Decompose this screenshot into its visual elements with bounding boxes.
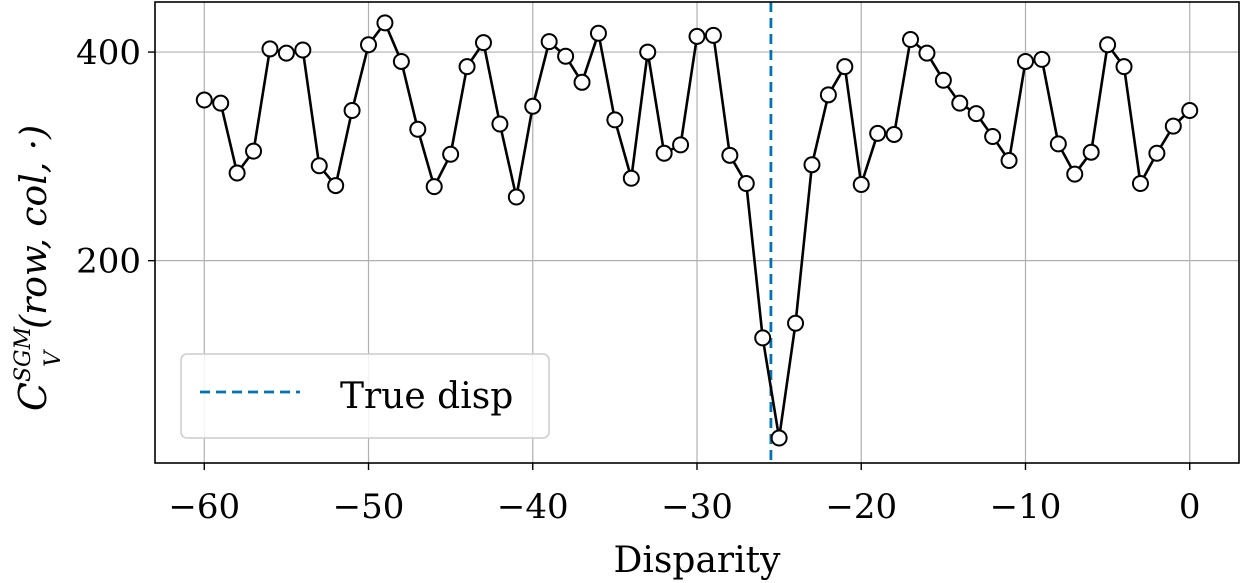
data-point <box>754 329 772 347</box>
data-point <box>195 91 213 109</box>
axis-ticks: −60 −50 −40 −30 −20 −10 0 200 400 <box>76 33 1200 527</box>
data-point <box>1148 144 1166 162</box>
data-point <box>606 111 624 129</box>
data-point <box>573 73 591 91</box>
data-point <box>787 314 805 332</box>
y-tick-label: 200 <box>76 242 141 282</box>
data-point <box>277 44 295 62</box>
y-axis-label-args: (row, col, ·) <box>14 125 55 329</box>
data-point <box>343 101 361 119</box>
data-point <box>474 34 492 52</box>
data-point <box>803 156 821 174</box>
data-point <box>967 105 985 123</box>
data-point <box>540 33 558 51</box>
y-tick-label: 400 <box>76 33 141 73</box>
cost-series-points <box>195 14 1199 447</box>
data-point <box>819 86 837 104</box>
x-tick-label: 0 <box>1179 487 1201 527</box>
x-tick-label: −30 <box>661 487 733 527</box>
data-point <box>639 43 657 61</box>
data-point <box>1000 152 1018 170</box>
data-point <box>737 174 755 192</box>
y-axis-label-base: C <box>11 382 55 411</box>
y-axis-label: CSGM V (row, col, ·) <box>11 125 66 411</box>
x-tick-label: −10 <box>990 487 1062 527</box>
legend-box <box>180 353 550 439</box>
data-point <box>1099 36 1117 54</box>
legend: True disp <box>180 353 550 439</box>
data-point <box>360 36 378 54</box>
x-tick-label: −40 <box>497 487 569 527</box>
data-point <box>409 120 427 138</box>
data-point <box>1181 101 1199 119</box>
data-point <box>1164 117 1182 135</box>
x-tick-label: −20 <box>825 487 897 527</box>
data-point <box>261 40 279 58</box>
data-point <box>885 125 903 143</box>
data-point <box>1131 174 1149 192</box>
data-point <box>721 146 739 164</box>
data-point <box>1115 58 1133 76</box>
data-point <box>1066 165 1084 183</box>
y-axis-label-subscript: V <box>41 349 66 367</box>
x-tick-label: −50 <box>333 487 405 527</box>
x-tick-label: −60 <box>168 487 240 527</box>
data-point <box>934 71 952 89</box>
y-axis-label-superscript: SGM <box>11 326 36 382</box>
data-point <box>524 97 542 115</box>
data-point <box>836 58 854 76</box>
data-point <box>491 115 509 133</box>
data-point <box>507 188 525 206</box>
grid-lines <box>155 2 1239 463</box>
data-point <box>212 94 230 112</box>
data-point <box>770 429 788 447</box>
x-axis-label: Disparity <box>614 540 782 581</box>
data-point <box>589 24 607 42</box>
data-point <box>902 31 920 49</box>
data-point <box>327 177 345 195</box>
data-point <box>458 58 476 76</box>
data-point <box>1049 135 1067 153</box>
data-point <box>869 124 887 142</box>
data-point <box>688 27 706 45</box>
data-point <box>918 44 936 62</box>
data-point <box>622 169 640 187</box>
data-point <box>557 47 575 65</box>
legend-label-true-disp: True disp <box>340 376 513 417</box>
data-point <box>704 26 722 44</box>
data-point <box>852 176 870 194</box>
data-point <box>228 164 246 182</box>
data-point <box>294 41 312 59</box>
data-point <box>951 94 969 112</box>
data-point <box>984 128 1002 146</box>
data-point <box>655 144 673 162</box>
data-point <box>245 142 263 160</box>
data-point <box>310 157 328 175</box>
data-point <box>1016 52 1034 70</box>
data-point <box>392 52 410 70</box>
data-point <box>672 136 690 154</box>
data-point <box>425 178 443 196</box>
data-point <box>1082 143 1100 161</box>
data-point <box>376 14 394 32</box>
data-point <box>1033 50 1051 68</box>
data-point <box>442 145 460 163</box>
